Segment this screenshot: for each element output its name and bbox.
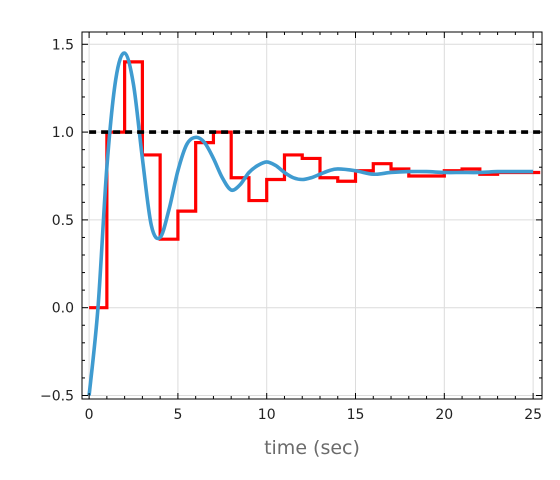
axis-ticks <box>82 32 542 399</box>
y-tick-label: 0.5 <box>52 213 74 229</box>
y-tick-label: 1.0 <box>52 125 74 141</box>
y-tick-label: 0.0 <box>52 301 74 317</box>
y-tick-labels: −0.5 0.0 0.5 1.0 1.5 <box>40 37 74 404</box>
plot-frame <box>81 31 543 400</box>
x-tick-label: 5 <box>173 407 182 423</box>
step-series-line <box>89 60 541 310</box>
x-tick-label: 20 <box>435 407 453 423</box>
x-tick-label: 10 <box>258 407 276 423</box>
x-tick-label: 0 <box>85 407 94 423</box>
x-tick-label: 25 <box>524 407 542 423</box>
y-tick-label: −0.5 <box>40 388 74 404</box>
x-axis-label: time (sec) <box>264 437 360 459</box>
x-tick-labels: 0 5 10 15 20 25 <box>85 407 542 423</box>
x-tick-label: 15 <box>347 407 365 423</box>
y-tick-label: 1.5 <box>52 37 74 53</box>
smooth-series-line <box>87 51 534 396</box>
series-layer <box>87 51 541 396</box>
